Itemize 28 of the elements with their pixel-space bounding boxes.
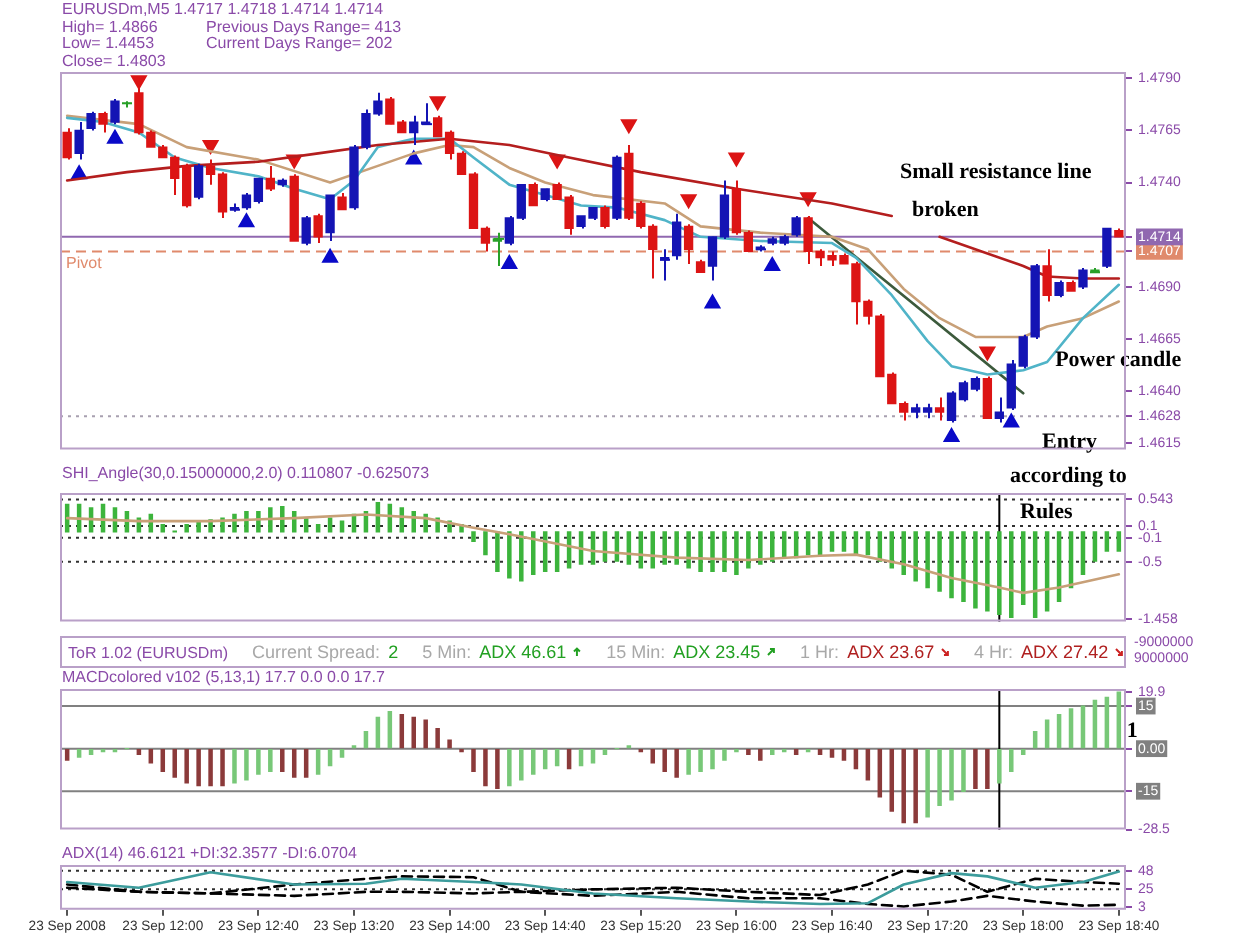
text: ADX 23.67 [847, 642, 935, 662]
text: High= 1.4866 [62, 17, 160, 36]
text: 5 Min: [422, 642, 472, 662]
annotation: 1 [1126, 719, 1138, 744]
text: 1 Hr: [800, 642, 840, 662]
text: 4 Hr: [974, 642, 1014, 662]
text: Current Days Range= 202 [206, 34, 395, 53]
annotation: Small resistance line [900, 159, 1092, 184]
text: according to [1010, 463, 1128, 488]
chart-title: EURUSDm,M5 1.4717 1.4718 1.4714 1.4714 [62, 0, 386, 19]
text: ADX 46.61 [479, 642, 567, 662]
text: Previous Days Range= 413 [206, 17, 402, 36]
text: ADX 23.45 [673, 642, 761, 662]
text: ADX 27.42 [1021, 642, 1109, 662]
annotation: Power candle [1055, 347, 1182, 372]
chart-title: MACDcolored v102 (5,13,1) 17.7 0.0 0.0 17.7 [62, 668, 385, 687]
text: Low= 1.4453 [62, 34, 157, 53]
text: Current Spread: [252, 642, 381, 662]
ref-line-label: Pivot [66, 253, 104, 272]
text: 15 Min: [606, 642, 666, 662]
chart-title: SHI_Angle(30,0.15000000,2.0) 0.110807 -0.625073 [62, 464, 430, 483]
annotation: Rules [1020, 499, 1074, 524]
annotation: Entry [1042, 429, 1098, 454]
text: Close= 1.4803 [62, 51, 168, 70]
text: 2 [388, 642, 399, 662]
annotation: broken [912, 197, 979, 222]
text: ToR 1.02 (EURUSDm) [68, 643, 229, 661]
chart-title: ADX(14) 46.6121 +DI:32.3577 -DI:6.0704 [62, 844, 357, 863]
